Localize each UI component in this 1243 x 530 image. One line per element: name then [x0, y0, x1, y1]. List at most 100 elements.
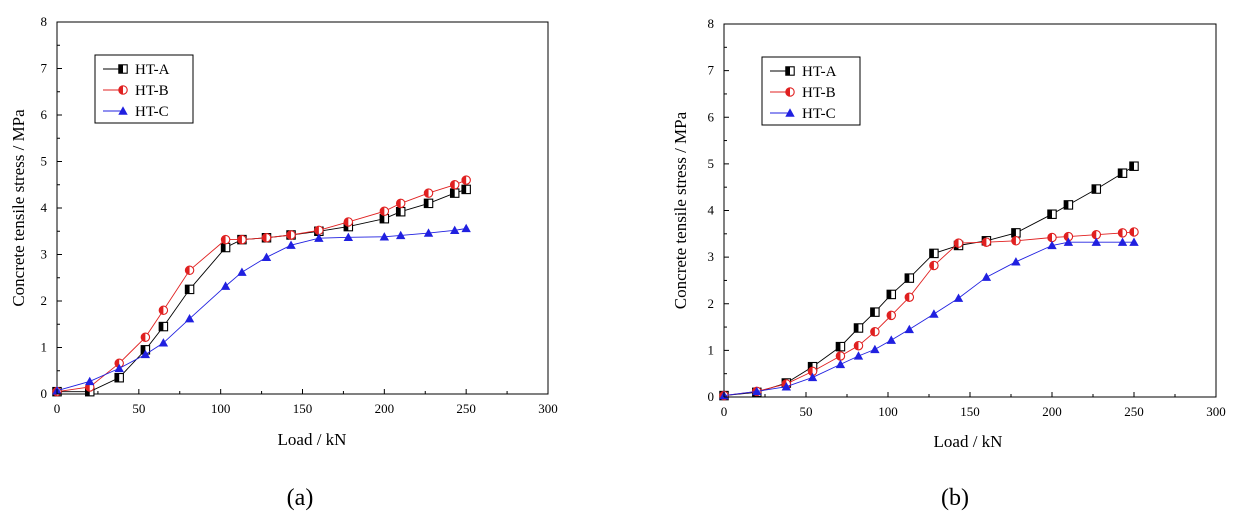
- data-point-fill: [262, 233, 267, 242]
- data-point-fill: [461, 185, 467, 194]
- data-point: [379, 232, 390, 241]
- data-point-fill: [836, 351, 841, 361]
- data-point-fill: [1092, 230, 1097, 239]
- data-point-fill: [854, 323, 859, 333]
- data-point: [781, 382, 792, 391]
- x-tick-label: 50: [800, 404, 813, 419]
- y-tick-label: 2: [41, 293, 48, 308]
- data-point: [423, 228, 434, 237]
- x-tick-label: 0: [54, 401, 61, 416]
- data-point-fill: [396, 207, 401, 216]
- axis-ticks: 0 50 100 150 200 250 300 0 1 2 3 4 5 6 7 8: [708, 16, 1226, 419]
- legend: HT-A HT-B HT-C: [94, 54, 194, 124]
- data-point-fill: [141, 345, 146, 355]
- x-tick-label: 150: [960, 404, 980, 419]
- y-tick-label: 4: [41, 200, 48, 215]
- x-tick-label: 0: [721, 404, 728, 419]
- data-point: [752, 386, 762, 396]
- y-tick-label: 8: [708, 16, 715, 31]
- data-point-fill: [929, 249, 934, 258]
- y-tick-label: 3: [41, 247, 48, 262]
- data-point-fill: [396, 199, 401, 208]
- series-layer: [52, 175, 471, 397]
- x-axis-label: Load / kN: [934, 432, 1003, 451]
- legend-marker: [118, 106, 128, 115]
- data-point-fill: [1011, 236, 1016, 246]
- data-point-fill: [887, 290, 892, 299]
- data-point: [1047, 240, 1057, 250]
- legend-marker-fill: [118, 64, 123, 74]
- x-tick-label: 50: [132, 401, 145, 416]
- data-point: [953, 293, 964, 302]
- data-point: [904, 324, 915, 334]
- data-point: [261, 252, 272, 261]
- data-point: [1011, 257, 1021, 266]
- data-point-fill: [1064, 232, 1069, 241]
- legend-marker-fill: [785, 66, 790, 76]
- x-tick-label: 200: [1042, 404, 1062, 419]
- data-point: [220, 281, 231, 290]
- data-point: [1129, 237, 1139, 246]
- data-point: [929, 309, 939, 318]
- data-point-fill: [954, 238, 959, 248]
- data-point-fill: [221, 235, 226, 244]
- data-point: [158, 338, 169, 347]
- legend-label: HT-B: [802, 85, 836, 101]
- data-point-fill: [836, 342, 841, 351]
- data-point-fill: [854, 341, 859, 350]
- data-point-fill: [159, 322, 164, 331]
- y-tick-label: 1: [708, 342, 715, 357]
- legend-label: HT-A: [802, 64, 837, 80]
- data-point-fill: [185, 285, 190, 294]
- data-point-fill: [159, 306, 164, 315]
- y-tick-label: 1: [41, 340, 48, 355]
- data-point: [450, 225, 460, 235]
- legend-marker-fill: [785, 87, 790, 97]
- data-point: [237, 267, 247, 276]
- legend-box: [94, 54, 194, 124]
- x-tick-label: 150: [293, 401, 313, 416]
- legend-entry-ht-a: HT-A: [103, 62, 170, 78]
- y-tick-label: 5: [708, 156, 715, 171]
- x-tick-label: 200: [375, 401, 395, 416]
- x-tick-label: 250: [1124, 404, 1144, 419]
- x-axis-label: Load / kN: [278, 430, 347, 449]
- data-point-fill: [450, 188, 455, 198]
- data-point: [314, 233, 324, 242]
- y-tick-label: 2: [708, 296, 715, 311]
- panel-label: (a): [287, 485, 314, 511]
- series-ht-c: [52, 223, 471, 395]
- data-point-fill: [237, 235, 242, 244]
- y-tick-label: 7: [41, 61, 48, 76]
- data-point: [396, 230, 406, 240]
- data-point-fill: [870, 307, 875, 317]
- y-tick-label: 8: [41, 14, 48, 29]
- data-point-fill: [1129, 162, 1134, 171]
- legend-label: HT-C: [802, 106, 836, 122]
- data-point: [1091, 237, 1101, 246]
- legend-label: HT-C: [135, 104, 169, 120]
- data-point-fill: [905, 273, 910, 283]
- x-tick-label: 300: [1206, 404, 1226, 419]
- data-point-fill: [887, 311, 892, 320]
- data-point: [343, 232, 354, 241]
- data-point-fill: [141, 333, 146, 342]
- data-point-fill: [1118, 228, 1123, 238]
- legend-label: HT-A: [135, 62, 170, 78]
- data-point: [1117, 237, 1128, 246]
- x-tick-label: 100: [878, 404, 898, 419]
- data-point: [853, 351, 864, 360]
- legend-box: [761, 56, 861, 126]
- data-point-fill: [461, 175, 467, 185]
- legend-marker: [785, 108, 795, 117]
- series-ht-c: [719, 237, 1139, 400]
- data-point-fill: [114, 373, 120, 382]
- data-point-fill: [1064, 200, 1069, 210]
- panel-label: (b): [941, 485, 969, 511]
- series-layer: [719, 161, 1139, 401]
- y-tick-label: 4: [708, 203, 715, 218]
- y-tick-label: 0: [41, 386, 48, 401]
- series-line: [723, 231, 1135, 397]
- data-point-fill: [221, 243, 226, 252]
- legend-entry-ht-c: HT-C: [770, 106, 836, 122]
